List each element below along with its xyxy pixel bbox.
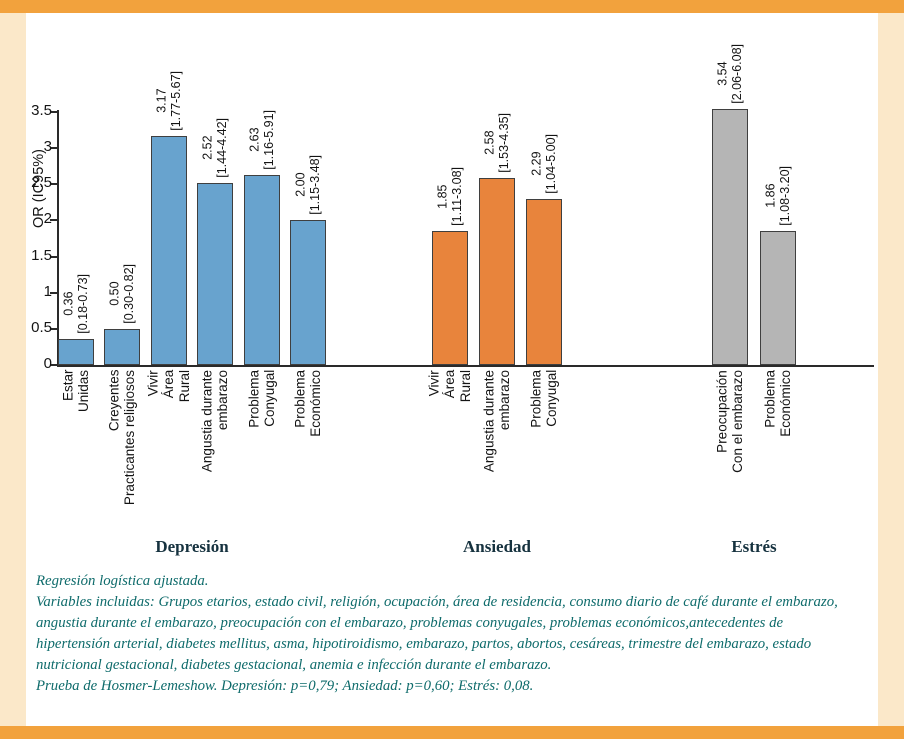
x-axis-label-text: Estar Unidas [60, 370, 91, 413]
x-axis-label-text: Problema Económico [292, 370, 323, 437]
x-axis-label-text: Problema Conyugal [528, 370, 559, 428]
bar-value-label: 2.58 [1.53-4.35] [482, 113, 512, 173]
bar-value-label: 2.29 [1.04-5.00] [529, 134, 559, 194]
bar-value-label: 1.86 [1.08-3.20] [763, 166, 793, 226]
y-tick-mark [50, 147, 58, 150]
bar-value-text: 2.52 [1.44-4.42] [200, 118, 229, 178]
y-tick-label: 1 [43, 282, 52, 300]
bar-value-label: 1.85 [1.11-3.08] [435, 167, 465, 226]
y-tick-label: 2 [43, 210, 52, 228]
x-axis-label: Problema Conyugal [246, 370, 277, 428]
x-axis-label-text: Vivir Área Rural [145, 370, 192, 403]
group-label: Depresión [155, 537, 229, 556]
bar-value-text: 1.86 [1.08-3.20] [763, 166, 792, 226]
bar-value-text: 2.29 [1.04-5.00] [529, 134, 558, 194]
figure-footnotes: Regresión logística ajustada. Variables … [36, 571, 856, 697]
bar-value-label: 0.50 [0.30-0.82] [107, 264, 137, 324]
footnote-regression: Regresión logística ajustada. [36, 573, 209, 589]
bar-value-label: 2.00 [1.15-3.48] [293, 155, 323, 215]
bar-value-text: 3.17 [1.77-5.67] [154, 71, 183, 131]
bar [432, 231, 468, 365]
x-axis-label: Angustia durante embarazo [199, 370, 230, 472]
bar [197, 183, 233, 365]
bar-value-label: 3.54 [2.06-6.08] [715, 44, 745, 104]
bar-value-text: 2.00 [1.15-3.48] [293, 155, 322, 215]
bar-value-text: 2.63 [1.16-5.91] [247, 110, 276, 170]
y-tick-label: 3 [43, 138, 52, 156]
bar [479, 178, 515, 365]
bar-value-text: 0.36 [0.18-0.73] [61, 274, 90, 334]
y-tick-label: 0 [43, 355, 52, 372]
bar-chart: OR (IC95%) 0 0.5 1 1.5 2 2.5 3 3.5 0.36 [0.18-0.7… [26, 13, 878, 569]
bar [104, 329, 140, 365]
y-tick-mark [50, 110, 58, 113]
group-label: Ansiedad [462, 537, 532, 556]
bar [244, 175, 280, 365]
x-axis-label: Problema Conyugal [528, 370, 559, 428]
x-axis-label: Angustia durante embarazo [481, 370, 512, 472]
bar-value-label: 3.17 [1.77-5.67] [154, 71, 184, 131]
bar [290, 220, 326, 365]
bar-value-label: 2.63 [1.16-5.91] [247, 110, 277, 170]
x-axis-line [57, 365, 874, 367]
bar-value-text: 0.50 [0.30-0.82] [107, 264, 136, 324]
bar [760, 231, 796, 365]
x-axis-label: Creyentes Practicantes religiosos [106, 370, 137, 505]
bar-value-text: 3.54 [2.06-6.08] [715, 44, 744, 104]
x-axis-label: Preocupación Con el embarazo [714, 370, 745, 473]
figure-panel: OR (IC95%) 0 0.5 1 1.5 2 2.5 3 3.5 0.36 [0.18-0.7… [26, 13, 878, 726]
group-label: Estrés [731, 537, 777, 556]
bar [58, 339, 94, 365]
y-tick-label: 0.5 [31, 318, 52, 336]
x-axis-label-text: Angustia durante embarazo [481, 370, 512, 473]
y-tick-mark [50, 364, 58, 366]
y-tick-label: 2.5 [31, 174, 52, 192]
y-tick-mark [50, 183, 58, 186]
y-axis-line [57, 110, 59, 366]
x-axis-label-text: Creyentes Practicantes religiosos [106, 370, 137, 506]
y-tick-label: 1.5 [31, 246, 52, 264]
x-axis-label: Estar Unidas [60, 370, 91, 412]
footnote-variables: Variables incluidas: Grupos etarios, est… [36, 594, 838, 673]
x-axis-label-text: Problema Económico [762, 370, 793, 437]
x-axis-label: Problema Económico [292, 370, 323, 437]
bar-value-text: 1.85 [1.11-3.08] [435, 167, 464, 226]
top-border-strip [0, 0, 904, 13]
y-tick-mark [50, 219, 58, 222]
y-tick-mark [50, 327, 58, 330]
bottom-border-strip [0, 726, 904, 739]
bar [712, 109, 748, 365]
x-axis-label: Vivir Área Rural [427, 370, 474, 402]
x-axis-label: Problema Económico [762, 370, 793, 437]
bar [151, 136, 187, 365]
bar-value-text: 2.58 [1.53-4.35] [482, 113, 511, 173]
bar-value-label: 0.36 [0.18-0.73] [61, 274, 91, 334]
y-tick-mark [50, 255, 58, 258]
x-axis-label-text: Problema Conyugal [246, 370, 277, 428]
y-tick-label: 3.5 [31, 101, 52, 119]
x-axis-label-text: Vivir Área Rural [426, 370, 473, 403]
x-axis-label: Vivir Área Rural [146, 370, 193, 402]
x-axis-label-text: Angustia durante embarazo [199, 370, 230, 473]
bar-value-label: 2.52 [1.44-4.42] [200, 118, 230, 178]
y-tick-mark [50, 291, 58, 294]
x-axis-label-text: Preocupación Con el embarazo [714, 370, 745, 473]
footnote-hosmer: Prueba de Hosmer-Lemeshow. Depresión: p=… [36, 678, 534, 694]
bar [526, 199, 562, 365]
